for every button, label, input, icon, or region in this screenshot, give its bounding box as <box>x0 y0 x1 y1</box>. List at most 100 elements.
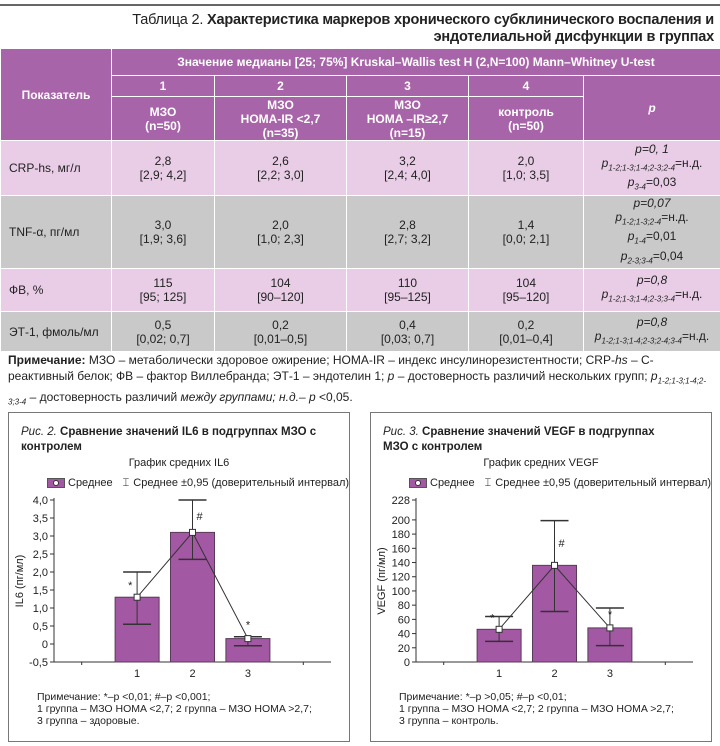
y-tick-label: 3,0 <box>33 531 48 543</box>
value-cell: 2,6 [2,2; 3,0] <box>214 140 347 196</box>
value-cell: 0,2 [0,01–0,4] <box>468 311 584 353</box>
header-p: p <box>583 75 720 141</box>
group-number: 4 <box>468 75 584 97</box>
p-text: p <box>601 287 609 302</box>
mean-legend-icon <box>409 478 427 489</box>
group-name: контроль <box>498 104 554 119</box>
chart-legend: Среднее ⌶ Среднее ±0,95 (доверительный инт… <box>409 477 711 490</box>
group-n: (n=50) <box>508 118 544 133</box>
value-cell: 0,5 [0,02; 0,7] <box>111 311 215 353</box>
group-subname: HOMA-IR <2,7 <box>240 111 321 126</box>
y-tick-label: 3,5 <box>33 513 48 525</box>
median: 2,8 <box>154 154 172 168</box>
mean-point <box>244 635 252 643</box>
error-bar-legend-icon: ⌶ <box>122 477 130 489</box>
iqr: [90–120] <box>257 290 304 305</box>
chart-title: График средних IL6 <box>128 457 230 469</box>
y-tick-label: 1,5 <box>33 585 48 597</box>
note-text: МЗО – метаболически здоровое ожирение; H… <box>85 353 615 367</box>
significance-marker: * <box>128 580 133 592</box>
figure-il6: Рис. 2. Сравнение значений IL6 в подгруп… <box>8 412 350 742</box>
x-tick-label: 1 <box>496 668 502 680</box>
significance-marker: * <box>490 612 495 624</box>
note-text: p <box>387 369 395 383</box>
x-tick-label: 2 <box>551 668 557 680</box>
value-cell: 0,4 [0,03; 0,7] <box>346 311 469 353</box>
group-header: МЗО (n=50) <box>111 96 215 141</box>
y-tick-label: 0 <box>42 639 48 651</box>
chart-plot: -0,5 0 0,5 1,0 1,5 2,0 2,5 3,0 3,5 4,0 IL6 (пг/мл)… <box>14 495 331 680</box>
mean-point <box>133 593 141 601</box>
value-cell: 2,0 [1,0; 3,5] <box>468 140 584 196</box>
figure-vegf: Рис. 3. Сравнение значений VEGF в подгру… <box>370 412 712 742</box>
iqr: [2,9; 4,2] <box>139 168 187 182</box>
iqr: [1,0; 2,3] <box>257 232 304 247</box>
median: 2,8 <box>399 218 416 233</box>
caption-text: Характеристика маркеров хронического суб… <box>207 12 714 45</box>
p-text: p <box>601 155 609 170</box>
p-result: =0,03 <box>645 175 677 189</box>
group-n: (n=15) <box>389 125 426 140</box>
y-tick-label: 160 <box>392 543 410 555</box>
note-text: hs <box>614 353 628 367</box>
caption-prefix: Таблица 2. <box>132 12 204 28</box>
note-text: – достоверность различий <box>26 390 181 405</box>
figure-prefix: Рис. 3. <box>383 426 419 438</box>
note-text: <0,05. <box>315 390 353 405</box>
figure-note: Примечание: *–p <0,01; #–p <0,001; 1 груп… <box>37 691 312 727</box>
iqr: [95–120] <box>502 290 550 305</box>
legend-mean: Среднее <box>430 477 475 489</box>
chart-plot: 0 20 40 60 80 100 120 140 160 180 200 228 VEGF (пг/м… <box>376 495 693 680</box>
figure-title: Рис. 2. Сравнение значений IL6 в подгруп… <box>21 425 321 455</box>
iqr: [0,02; 0,7] <box>136 331 190 346</box>
group-subname: HOMA –IR≥2,7 <box>366 111 449 126</box>
y-tick-label: 120 <box>392 572 410 584</box>
y-axis-label: IL6 (пг/мл) <box>14 555 26 608</box>
group-number: 2 <box>214 75 347 97</box>
p-cell: p=0,07 p1-2;1-3;2-4=н.д. p1-4=0,01 p2-3;3-4… <box>583 194 720 270</box>
mean-point <box>495 625 503 633</box>
p-sub: 1-2;1-3;2-4 <box>622 217 662 227</box>
p-value: p1-2;1-3;2-4=н.д. <box>587 210 717 229</box>
p-label: p <box>648 101 656 115</box>
group-header: МЗО HOMA –IR≥2,7 (n=15) <box>346 96 469 141</box>
note-text: между группами; н.д.– p <box>180 390 316 405</box>
chart-legend: Среднее ⌶ Среднее ±0,95 (доверительный инт… <box>47 477 349 490</box>
legend-mean: Среднее <box>68 477 113 489</box>
iqr: [2,4; 4,0] <box>384 168 431 182</box>
p-text: p <box>620 248 628 263</box>
group-header: МЗО HOMA-IR <2,7 (n=35) <box>214 96 347 141</box>
p-sub: 1-2;1-3;1-4;2-3;3-4 <box>608 294 676 304</box>
value-cell: 104 [95–120] <box>468 268 584 313</box>
y-tick-label: 0,5 <box>33 621 48 633</box>
p-value: p1-2;1-3;1-4;2-3;2-4;3-4=н.д. <box>587 329 717 348</box>
group-name: МЗО <box>267 97 294 112</box>
group-header: контроль (n=50) <box>468 96 584 141</box>
value-cell: 115 [95; 125] <box>111 268 215 313</box>
header-span-title: Значение медианы [25; 75%] Kruskal–Walli… <box>111 48 720 76</box>
iqr: [0,01–0,4] <box>499 331 553 346</box>
note-text: – С-реактивный белок; ФВ – фактор Виллеб… <box>8 353 654 383</box>
mean-legend-icon <box>47 478 65 489</box>
indicator-name: ЭТ-1, фмоль/мл <box>0 311 112 353</box>
note-line: 1 группа – МЗО HOMA <2,7; 2 группа – МЗО… <box>37 703 312 715</box>
group-name: МЗО <box>394 97 421 112</box>
p-value: p1-4=0,01 <box>587 229 717 248</box>
y-tick-label: 20 <box>398 643 410 655</box>
median: 2,0 <box>272 218 289 233</box>
iqr: [2,2; 3,0] <box>257 168 304 182</box>
y-tick-label: 2,0 <box>33 567 48 579</box>
median: 115 <box>153 276 173 291</box>
p-sub: 3-4 <box>634 182 646 192</box>
top-rule <box>0 4 720 6</box>
iqr: [95–125] <box>384 290 431 305</box>
note-label: Примечание: <box>8 353 86 367</box>
p-cell: p=0,8 p1-2;1-3;1-4;2-3;2-4;3-4=н.д. <box>583 311 720 353</box>
p-result: =н.д. <box>675 287 703 302</box>
mean-point <box>551 561 558 569</box>
p-result: =н.д. <box>675 155 703 170</box>
note-line: 3 группа – здоровые. <box>37 715 140 727</box>
p-sub: 1-2;1-3;1-4;2-3;2-4;3-4 <box>601 336 682 346</box>
y-tick-label: 228 <box>392 495 410 507</box>
value-cell: 2,8 [2,9; 4,2] <box>111 140 215 196</box>
